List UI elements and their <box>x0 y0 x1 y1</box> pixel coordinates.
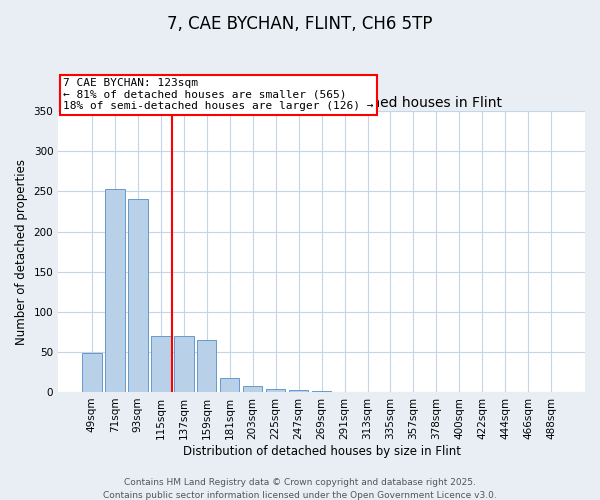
Bar <box>105 189 125 392</box>
Bar <box>289 390 308 392</box>
Bar <box>220 378 239 392</box>
Bar <box>243 386 262 392</box>
Bar <box>312 391 331 392</box>
Bar <box>174 336 194 392</box>
Y-axis label: Number of detached properties: Number of detached properties <box>15 158 28 344</box>
Text: Contains HM Land Registry data © Crown copyright and database right 2025.
Contai: Contains HM Land Registry data © Crown c… <box>103 478 497 500</box>
Bar <box>82 352 101 392</box>
Text: 7, CAE BYCHAN, FLINT, CH6 5TP: 7, CAE BYCHAN, FLINT, CH6 5TP <box>167 15 433 33</box>
Text: 7 CAE BYCHAN: 123sqm
← 81% of detached houses are smaller (565)
18% of semi-deta: 7 CAE BYCHAN: 123sqm ← 81% of detached h… <box>64 78 374 111</box>
X-axis label: Distribution of detached houses by size in Flint: Distribution of detached houses by size … <box>182 444 461 458</box>
Bar <box>128 200 148 392</box>
Bar <box>197 340 217 392</box>
Bar <box>266 388 286 392</box>
Title: Size of property relative to detached houses in Flint: Size of property relative to detached ho… <box>142 96 502 110</box>
Bar <box>151 336 170 392</box>
